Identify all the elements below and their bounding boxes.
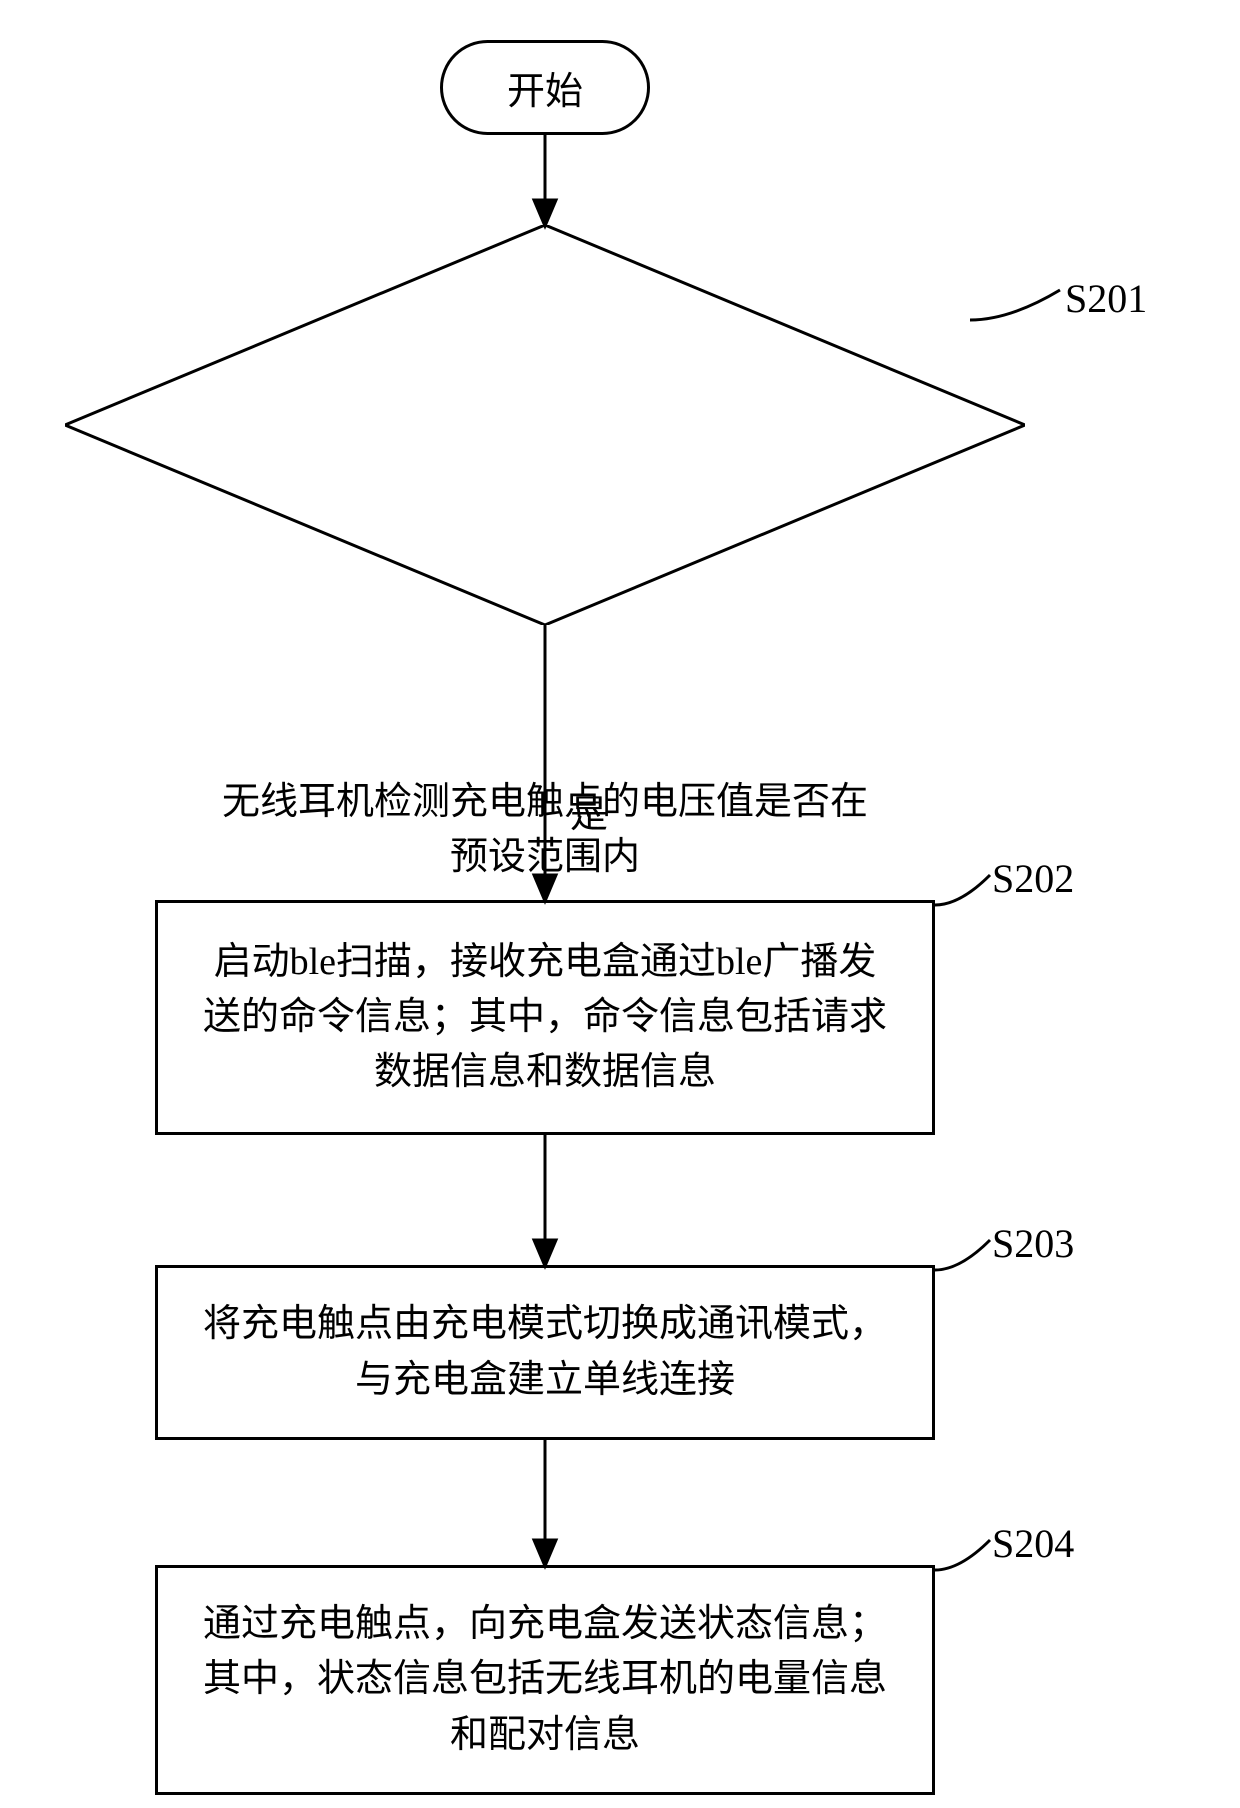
- step-label-s204: S204: [992, 1520, 1074, 1567]
- decision-s201-shape: [65, 225, 1025, 625]
- edge-label-yes: 是: [570, 783, 608, 838]
- start-label: 开始: [507, 60, 583, 115]
- step-label-s201: S201: [1065, 275, 1147, 322]
- step-label-s203: S203: [992, 1220, 1074, 1267]
- decision-s201-text: 无线耳机检测充电触点的电压值是否在预设范围内: [205, 775, 885, 885]
- process-s202-text: 启动ble扫描，接收充电盒通过ble广播发送的命令信息；其中，命令信息包括请求数…: [198, 935, 892, 1100]
- flowchart-canvas: 开始 无线耳机检测充电触点的电压值是否在预设范围内 S201 启动ble扫描，接…: [0, 0, 1240, 1808]
- process-s203-text: 将充电触点由充电模式切换成通讯模式，与充电盒建立单线连接: [198, 1297, 892, 1407]
- step-label-s202: S202: [992, 855, 1074, 902]
- start-terminator: 开始: [440, 40, 650, 135]
- process-s203: 将充电触点由充电模式切换成通讯模式，与充电盒建立单线连接: [155, 1265, 935, 1440]
- decision-s201: 无线耳机检测充电触点的电压值是否在预设范围内: [65, 225, 1025, 625]
- process-s204-text: 通过充电触点，向充电盒发送状态信息；其中，状态信息包括无线耳机的电量信息和配对信…: [198, 1597, 892, 1762]
- process-s202: 启动ble扫描，接收充电盒通过ble广播发送的命令信息；其中，命令信息包括请求数…: [155, 900, 935, 1135]
- process-s204: 通过充电触点，向充电盒发送状态信息；其中，状态信息包括无线耳机的电量信息和配对信…: [155, 1565, 935, 1795]
